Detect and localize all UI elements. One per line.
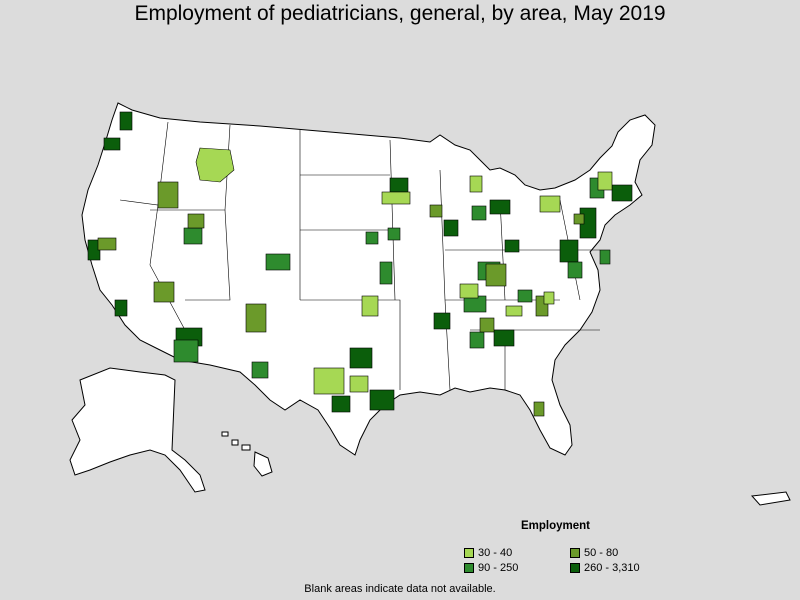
legend-swatch — [570, 563, 580, 573]
map-title: Employment of pediatricians, general, by… — [134, 2, 666, 25]
metro-50-80 — [97, 181, 585, 417]
legend-title: Employment — [521, 520, 591, 532]
contiguous-us — [81, 102, 656, 456]
legend-swatch — [464, 548, 474, 558]
hawaii — [221, 431, 273, 477]
legend-item-90-250: 90 - 250 — [464, 562, 518, 574]
legend-swatch — [570, 548, 580, 558]
legend-label: 30 - 40 — [478, 547, 513, 559]
legend-label: 260 - 3,310 — [584, 562, 640, 574]
legend-item-260-3310: 260 - 3,310 — [570, 562, 640, 574]
legend-item-30-40: 30 - 40 — [464, 547, 512, 559]
legend-swatch — [464, 563, 474, 573]
alaska — [69, 367, 206, 493]
footnote: Blank areas indicate data not available. — [304, 583, 496, 595]
legend-item-50-80: 50 - 80 — [570, 547, 618, 559]
legend-label: 50 - 80 — [584, 547, 619, 559]
puerto-rico — [750, 491, 791, 506]
metro-30-40 — [195, 147, 613, 395]
legend: Employment 30 - 40 50 - 80 90 - 250 260 … — [462, 520, 662, 580]
legend-label: 90 - 250 — [478, 562, 519, 574]
